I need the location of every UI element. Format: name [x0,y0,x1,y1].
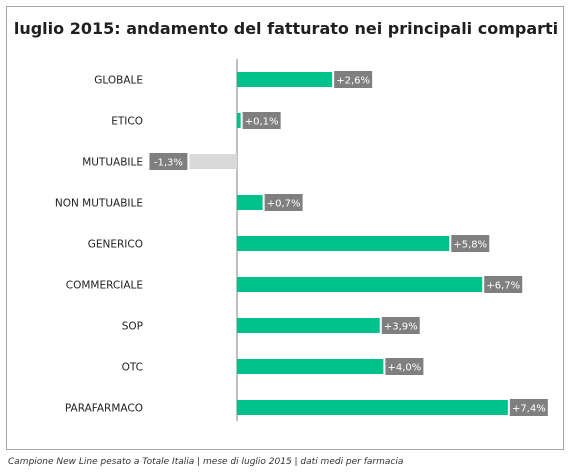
category-label: OTC [122,362,143,374]
category-label: PARAFARMACO [65,403,143,415]
category-label: COMMERCIALE [66,280,143,292]
category-label: GLOBALE [94,75,143,87]
category-label: SOP [122,321,143,333]
bar [237,113,241,128]
bar-chart: GLOBALE +2,6% ETICO +0,1% MUTUABILE -1,3% NON … [55,59,548,421]
bar [237,277,483,292]
bar [237,359,384,374]
bar [237,400,508,415]
bar [237,236,450,251]
data-label-box [451,235,490,252]
data-label-box [264,194,303,211]
chart-frame: luglio 2015: andamento del fatturato nei… [6,6,564,450]
chart-title: luglio 2015: andamento del fatturato nei… [13,19,559,38]
data-label: +7,4% [512,404,546,415]
data-label-box [381,317,420,334]
bar [189,154,237,169]
data-label-box [385,358,424,375]
data-label: +0,7% [267,199,301,210]
data-label-box [509,399,548,416]
data-label: +0,1% [245,117,279,128]
category-label: NON MUTUABILE [55,198,143,210]
data-label: +6,7% [486,281,520,292]
bar [237,72,333,87]
data-label: +3,9% [384,322,418,333]
category-label: GENERICO [88,239,143,251]
data-label-box [484,276,523,293]
data-label-box [242,112,281,129]
data-label: +4,0% [388,363,422,374]
data-label-box [149,153,188,170]
category-label: ETICO [111,116,143,128]
data-label: +5,8% [453,240,487,251]
data-label-box [334,71,373,88]
data-label: -1,3% [154,158,183,169]
footnote: Campione New Line pesato a Totale Italia… [8,457,404,467]
bar [237,195,263,210]
category-label: MUTUABILE [82,157,143,169]
data-label: +2,6% [336,76,370,87]
bar [237,318,380,333]
